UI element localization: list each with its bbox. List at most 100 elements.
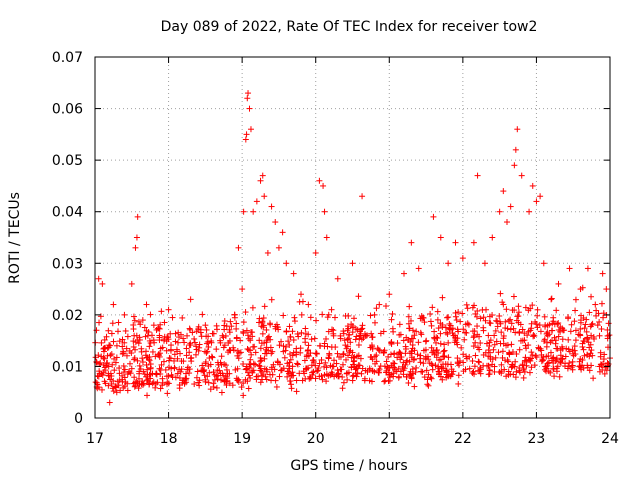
data-point — [171, 357, 178, 364]
data-point — [550, 314, 557, 321]
data-point — [107, 376, 114, 383]
data-point — [193, 374, 200, 381]
data-point — [430, 213, 437, 220]
data-point — [408, 350, 415, 357]
data-point — [217, 337, 224, 344]
data-point — [354, 353, 361, 360]
data-point — [442, 324, 449, 331]
data-point — [559, 356, 566, 363]
data-point — [322, 359, 329, 366]
data-point — [182, 375, 189, 382]
data-point — [95, 373, 102, 380]
data-point — [243, 366, 250, 373]
data-point — [525, 307, 532, 314]
data-point — [221, 376, 228, 383]
data-point — [414, 351, 421, 358]
data-point — [579, 340, 586, 347]
data-point — [176, 334, 183, 341]
data-point — [548, 296, 555, 303]
data-point — [512, 146, 519, 153]
data-point — [191, 381, 198, 388]
data-point — [362, 333, 369, 340]
data-point — [211, 371, 218, 378]
data-point — [393, 368, 400, 375]
data-point — [146, 337, 153, 344]
data-point — [312, 249, 319, 256]
data-point — [569, 358, 576, 365]
data-point — [464, 320, 471, 327]
data-point — [293, 377, 300, 384]
data-point — [479, 306, 486, 313]
data-point — [577, 319, 584, 326]
data-point — [201, 372, 208, 379]
data-point — [403, 359, 410, 366]
data-point — [177, 368, 184, 375]
data-point — [528, 349, 535, 356]
data-point — [497, 320, 504, 327]
data-point — [340, 351, 347, 358]
data-point — [104, 352, 111, 359]
data-point — [206, 369, 213, 376]
data-point — [583, 316, 590, 323]
data-point — [405, 313, 412, 320]
data-point — [471, 302, 478, 309]
data-point — [116, 365, 123, 372]
data-point — [98, 353, 105, 360]
data-point — [221, 317, 228, 324]
data-point — [584, 265, 591, 272]
data-point — [237, 337, 244, 344]
data-point — [513, 350, 520, 357]
data-point — [476, 359, 483, 366]
data-point — [117, 387, 124, 394]
data-point — [521, 358, 528, 365]
data-point — [422, 338, 429, 345]
data-point — [179, 379, 186, 386]
data-point — [416, 355, 423, 362]
data-point — [139, 355, 146, 362]
data-point — [481, 260, 488, 267]
data-point — [240, 328, 247, 335]
data-point — [141, 371, 148, 378]
data-point — [340, 350, 347, 357]
data-point — [105, 327, 112, 334]
data-point — [513, 368, 520, 375]
data-point — [294, 361, 301, 368]
data-point — [281, 354, 288, 361]
data-point — [596, 332, 603, 339]
data-point — [323, 378, 330, 385]
data-point — [334, 275, 341, 282]
data-point — [403, 373, 410, 380]
data-point — [305, 353, 312, 360]
data-point — [99, 372, 106, 379]
data-point — [355, 342, 362, 349]
data-point — [470, 343, 477, 350]
data-point — [205, 344, 212, 351]
data-point — [480, 362, 487, 369]
data-point — [279, 229, 286, 236]
data-point — [359, 193, 366, 200]
data-point — [549, 337, 556, 344]
data-point — [191, 335, 198, 342]
data-point — [110, 377, 117, 384]
data-point — [394, 340, 401, 347]
data-point — [405, 320, 412, 327]
data-point — [99, 280, 106, 287]
data-point — [106, 399, 113, 406]
data-point — [245, 346, 252, 353]
data-point — [567, 328, 574, 335]
data-point — [437, 340, 444, 347]
data-point — [463, 353, 470, 360]
data-point — [581, 325, 588, 332]
data-point — [601, 351, 608, 358]
data-point — [337, 366, 344, 373]
data-point — [244, 345, 251, 352]
data-point — [463, 301, 470, 308]
data-point — [318, 356, 325, 363]
data-point — [115, 328, 122, 335]
data-point — [136, 336, 143, 343]
data-point — [369, 367, 376, 374]
data-point — [257, 345, 264, 352]
data-point — [493, 317, 500, 324]
data-point — [449, 329, 456, 336]
data-point — [507, 203, 514, 210]
